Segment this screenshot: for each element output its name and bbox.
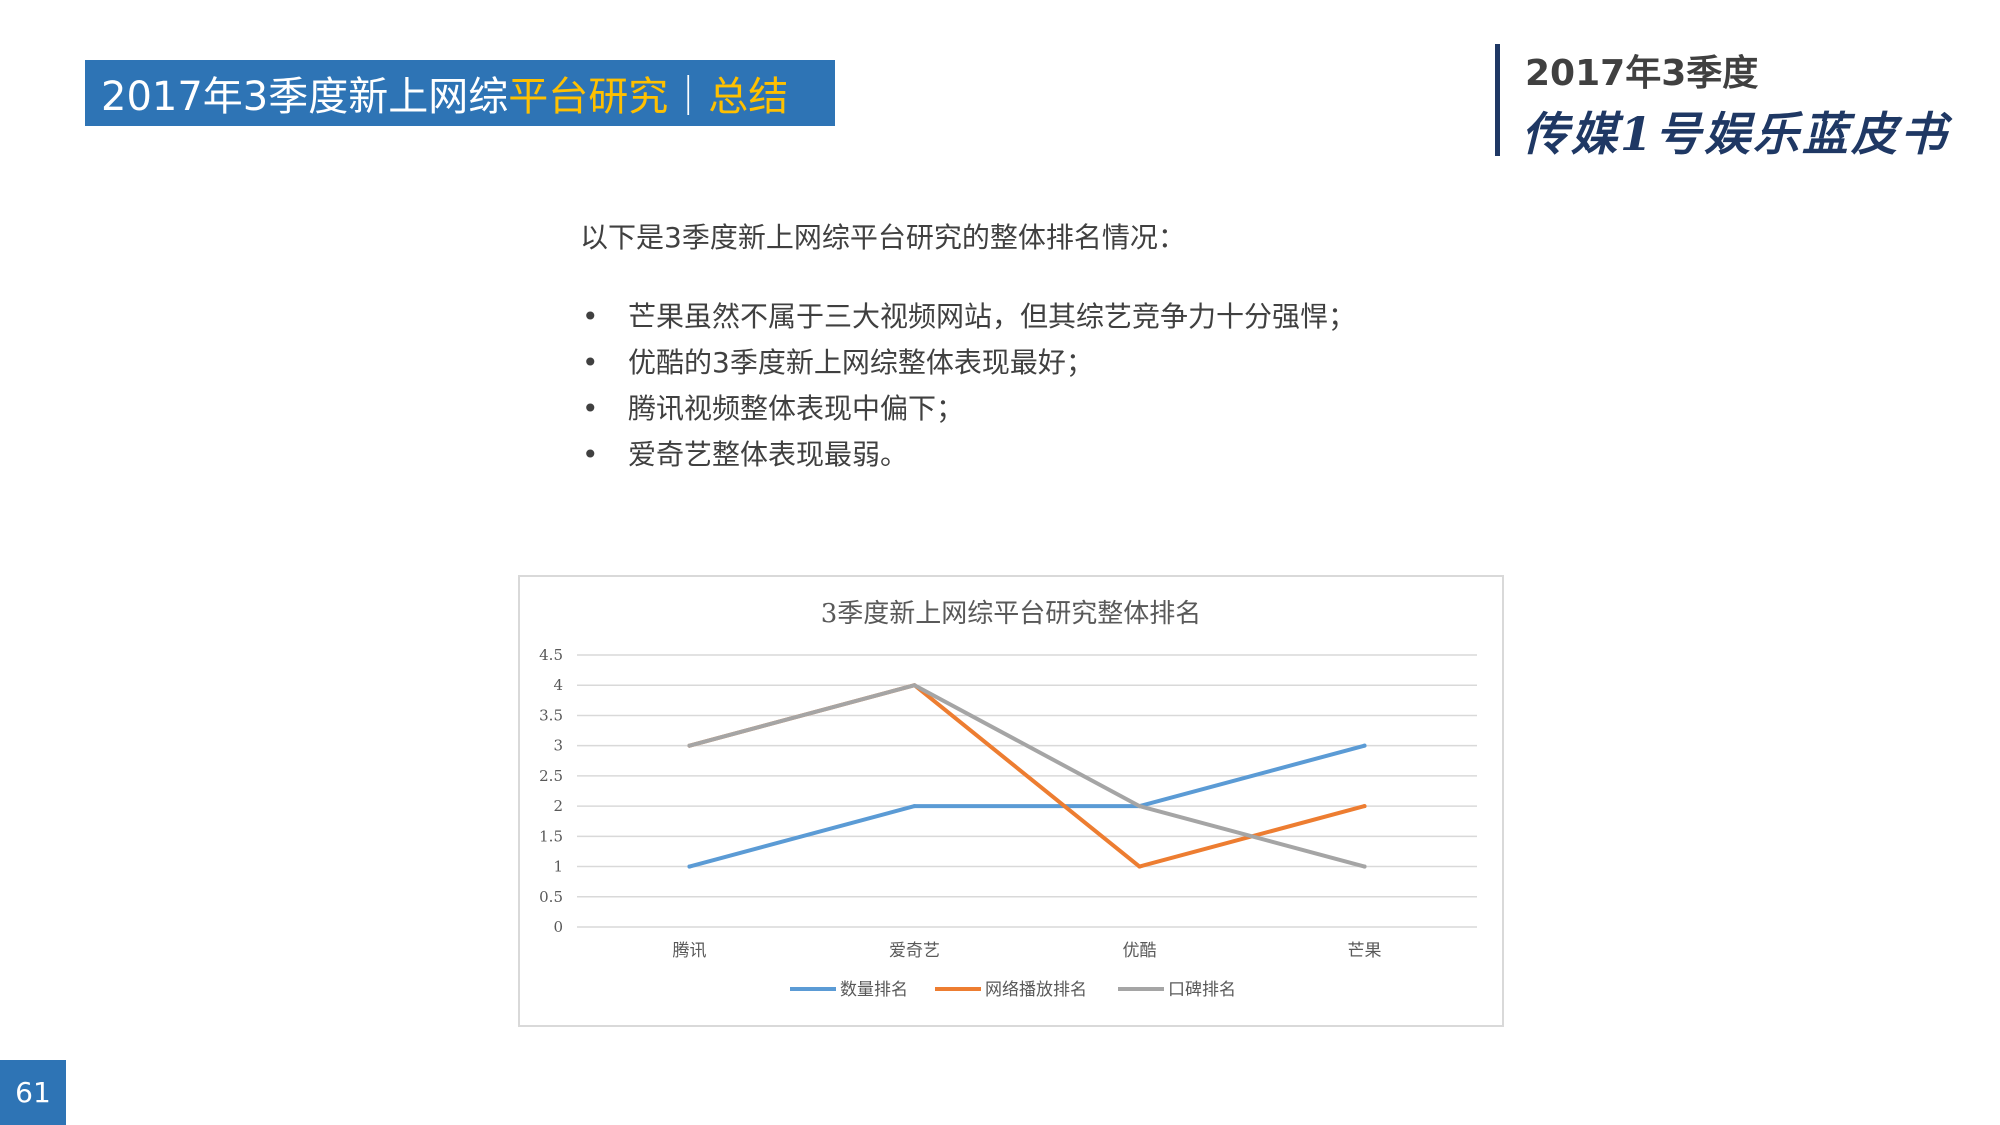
y-tick-label: 1 <box>553 858 563 876</box>
data-point <box>1362 864 1367 869</box>
x-tick-label: 腾讯 <box>673 941 707 961</box>
chart-title: 3季度新上网综平台研究整体排名 <box>821 599 1202 629</box>
summary-bullet: • 优酷的3季度新上网综整体表现最好； <box>580 340 1480 386</box>
ranking-chart-svg: 3季度新上网综平台研究整体排名 0 0.5 1 1.5 2 2.5 3 3.5 4 4.5 腾讯 爱… <box>539 599 1477 1000</box>
bullet-marker: • <box>582 392 599 425</box>
data-point <box>687 864 692 869</box>
data-point <box>912 804 917 809</box>
page-title-highlight: 平台研究 <box>508 74 669 120</box>
y-tick-label: 4.5 <box>539 646 563 664</box>
chart-legend: 数量排名 网络播放排名 口碑排名 <box>790 980 1236 1000</box>
bullet-text: 芒果虽然不属于三大视频网站，但其综艺竞争力十分强悍； <box>628 300 1357 333</box>
legend-label: 网络播放排名 <box>985 980 1087 1000</box>
summary-section: 以下是3季度新上网综平台研究的整体排名情况： • 芒果虽然不属于三大视频网站，但其… <box>580 216 1480 478</box>
brand-year: 2017年3季度 <box>1525 53 1759 94</box>
y-tick-label: 3 <box>553 737 563 755</box>
data-point <box>687 743 692 748</box>
bullet-text: 腾讯视频整体表现中偏下； <box>628 392 965 425</box>
summary-bullet: • 腾讯视频整体表现中偏下； <box>580 386 1480 432</box>
summary-bullet: • 芒果虽然不属于三大视频网站，但其综艺竞争力十分强悍； <box>580 294 1480 340</box>
data-point <box>1362 804 1367 809</box>
data-point <box>1362 743 1367 748</box>
chart-y-axis: 0 0.5 1 1.5 2 2.5 3 3.5 4 4.5 <box>539 646 563 936</box>
summary-bullet-list: • 芒果虽然不属于三大视频网站，但其综艺竞争力十分强悍； • 优酷的3季度新上网综整… <box>580 294 1480 478</box>
y-tick-label: 0.5 <box>539 888 563 906</box>
chart-series <box>687 683 1367 869</box>
data-point <box>1137 864 1142 869</box>
page-title-separator: ｜ <box>668 74 709 120</box>
page-title-banner: 2017年3季度新上网综 平台研究｜总结 <box>85 60 835 126</box>
chart-gridlines <box>577 654 1477 928</box>
summary-intro: 以下是3季度新上网综平台研究的整体排名情况： <box>580 221 1186 254</box>
bullet-text: 优酷的3季度新上网综整体表现最好； <box>628 346 1094 379</box>
ranking-chart: 3季度新上网综平台研究整体排名 0 0.5 1 1.5 2 2.5 3 3.5 4 4.5 腾讯 爱… <box>518 575 1504 1027</box>
bullet-marker: • <box>582 346 599 379</box>
legend-label: 数量排名 <box>840 980 908 1000</box>
data-point <box>1137 804 1142 809</box>
x-tick-label: 爱奇艺 <box>889 941 940 961</box>
y-tick-label: 2 <box>553 797 563 815</box>
x-tick-label: 芒果 <box>1348 941 1382 961</box>
x-tick-label: 优酷 <box>1123 941 1157 961</box>
page-number: 61 <box>0 1060 66 1125</box>
y-tick-label: 2.5 <box>539 767 563 785</box>
bullet-text: 爱奇艺整体表现最弱。 <box>628 438 909 471</box>
y-tick-label: 3.5 <box>539 706 563 724</box>
summary-bullet: • 爱奇艺整体表现最弱。 <box>580 432 1480 478</box>
chart-x-axis: 腾讯 爱奇艺 优酷 芒果 <box>673 941 1382 961</box>
y-tick-label: 4 <box>553 676 563 694</box>
legend-label: 口碑排名 <box>1168 980 1236 1000</box>
y-tick-label: 0 <box>553 918 563 936</box>
data-point <box>912 683 917 688</box>
bullet-marker: • <box>582 438 599 471</box>
y-tick-label: 1.5 <box>539 827 563 845</box>
series-line-3 <box>687 683 1367 869</box>
page-title-main: 2017年3季度新上网综 <box>101 74 509 120</box>
page-title-tail: 总结 <box>708 74 789 120</box>
series-line-1 <box>687 743 1367 869</box>
brand-name: 传媒1号娱乐蓝皮书 <box>1522 107 1950 161</box>
brand-divider <box>1495 44 1500 156</box>
bullet-marker: • <box>582 300 599 333</box>
